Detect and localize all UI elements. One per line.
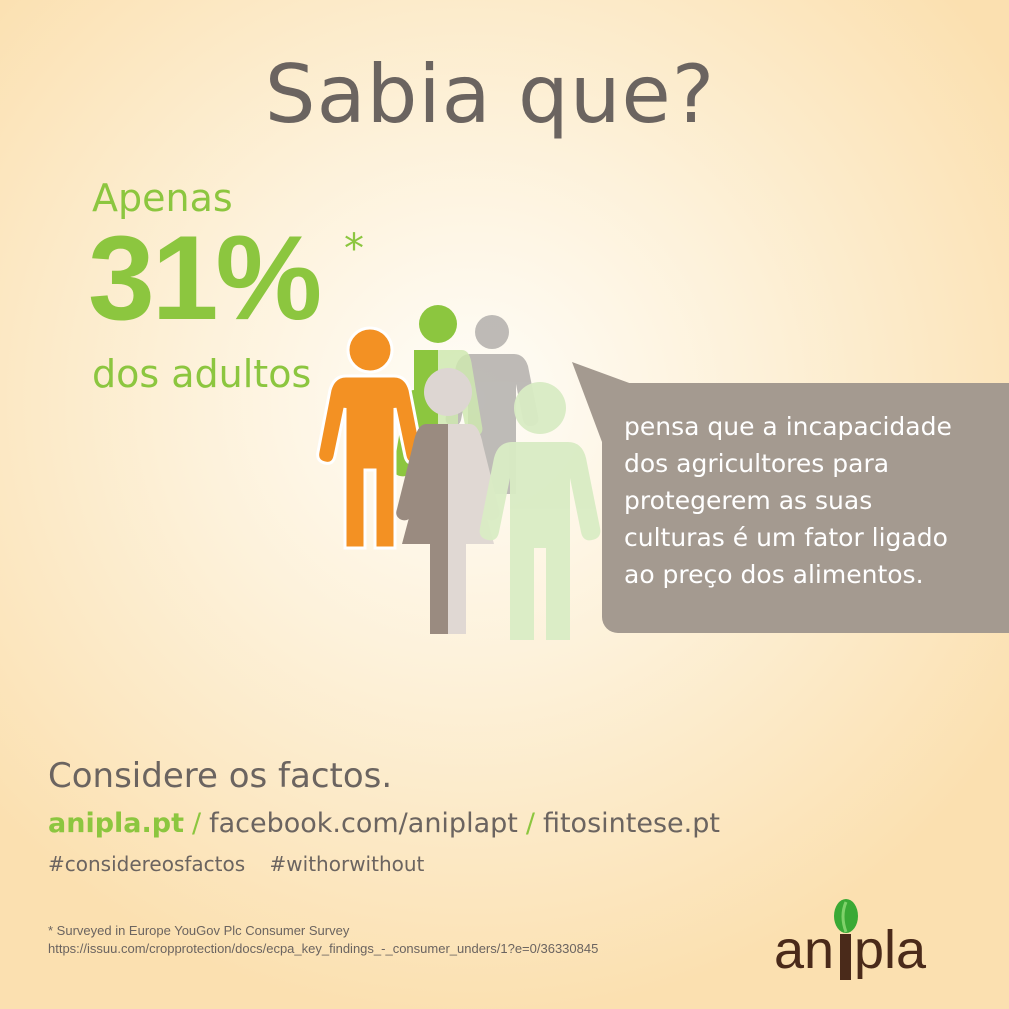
bubble-line: ao preço dos alimentos.: [624, 560, 924, 589]
stat-suffix: dos adultos: [92, 352, 312, 396]
link-separator: /: [192, 808, 202, 839]
speech-bubble: [602, 383, 1009, 633]
logo-stem: [840, 934, 851, 980]
people-illustration: [316, 305, 601, 640]
stat-value: 31%: [88, 211, 322, 345]
bubble-line: dos agricultores para: [624, 449, 890, 478]
anipla-logo: an pla: [774, 899, 927, 980]
stat-prefix: Apenas: [92, 176, 233, 220]
link-separator: /: [525, 808, 535, 839]
person-woman-figure: [396, 368, 500, 634]
footer-headline: Considere os factos.: [48, 756, 393, 796]
hashtag-withorwithout[interactable]: #withorwithout: [269, 852, 425, 876]
person-lightgreen-figure: [479, 382, 601, 640]
bubble-line: protegerem as suas: [624, 486, 873, 515]
bubble-line: culturas é um fator ligado: [624, 523, 948, 552]
link-facebook[interactable]: facebook.com/aniplapt: [209, 808, 518, 839]
link-anipla[interactable]: anipla.pt: [48, 808, 184, 839]
hashtags: #considereosfactos #withorwithout: [48, 852, 442, 876]
leaf-icon: [834, 899, 858, 933]
speech-bubble-text: pensa que a incapacidade dos agricultore…: [624, 408, 1004, 593]
page-title: Sabia que?: [264, 48, 716, 141]
logo-text-b: pla: [854, 920, 927, 980]
survey-footnote: * Surveyed in Europe YouGov Plc Consumer…: [48, 922, 598, 958]
logo-text-a: an: [774, 920, 834, 980]
survey-note: * Surveyed in Europe YouGov Plc Consumer…: [48, 923, 350, 938]
stat-asterisk: *: [344, 226, 364, 272]
hashtag-considereosfactos[interactable]: #considereosfactos: [48, 852, 246, 876]
bubble-line: pensa que a incapacidade: [624, 412, 952, 441]
survey-source-url[interactable]: https://issuu.com/cropprotection/docs/ec…: [48, 941, 599, 956]
link-fitosintese[interactable]: fitosintese.pt: [542, 808, 720, 839]
footer-links: anipla.pt / facebook.com/aniplapt / fitosint…: [48, 808, 720, 839]
